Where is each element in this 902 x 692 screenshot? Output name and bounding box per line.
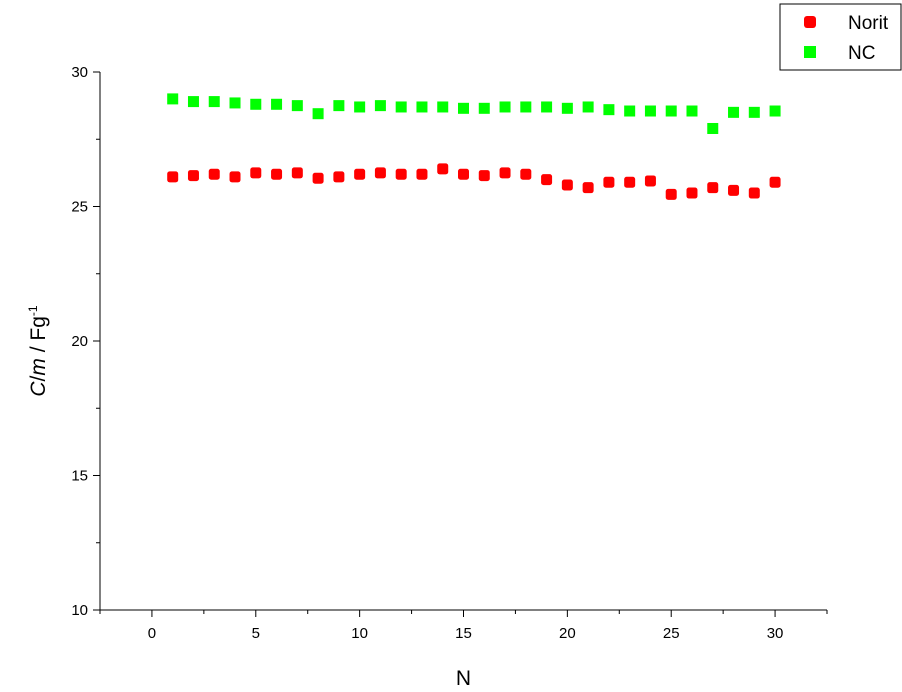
y-tick-label: 25 xyxy=(71,199,88,216)
legend-items: Norit NC xyxy=(804,13,889,64)
data-point-nc xyxy=(748,106,760,118)
data-point-nc xyxy=(644,105,656,117)
legend-marker-nc xyxy=(804,46,816,58)
x-tick-label: 15 xyxy=(455,625,472,642)
y-title-separator: / xyxy=(27,341,50,359)
x-tick-label: 20 xyxy=(559,625,576,642)
data-point-norit xyxy=(624,176,636,188)
series-nc xyxy=(167,93,781,134)
data-point-norit xyxy=(748,187,760,199)
legend-box xyxy=(779,3,902,71)
x-tick-label: 25 xyxy=(663,625,680,642)
data-point-nc xyxy=(769,105,781,117)
axes: 0 5 10 15 20 25 30 10 15 20 25 30 xyxy=(71,64,828,642)
x-tick-label: 0 xyxy=(148,625,156,642)
data-point-norit xyxy=(644,175,656,187)
data-point-norit xyxy=(541,174,553,186)
data-point-norit xyxy=(478,170,490,182)
data-point-nc xyxy=(271,98,283,110)
data-point-norit xyxy=(769,176,781,188)
data-point-norit xyxy=(728,184,740,196)
data-point-norit xyxy=(582,182,594,194)
data-point-norit xyxy=(416,168,428,180)
x-tick-label: 30 xyxy=(767,625,784,642)
y-title-unit: Fg xyxy=(27,316,50,341)
data-point-nc xyxy=(582,101,594,113)
legend-label-nc: NC xyxy=(848,43,875,64)
data-point-nc xyxy=(437,101,449,113)
x-ticks: 0 5 10 15 20 25 30 xyxy=(99,610,828,642)
data-point-nc xyxy=(229,97,241,109)
data-point-nc xyxy=(312,108,324,120)
data-point-nc xyxy=(416,101,428,113)
x-tick-label: 5 xyxy=(252,625,260,642)
data-point-norit xyxy=(458,168,469,180)
y-tick-label: 10 xyxy=(71,602,88,619)
data-point-norit xyxy=(208,168,220,180)
x-tick-label: 10 xyxy=(351,625,368,642)
data-point-nc xyxy=(395,101,407,113)
data-point-norit xyxy=(187,170,199,182)
data-point-norit xyxy=(250,167,262,179)
y-title-slash: / xyxy=(27,375,50,381)
legend-label-norit: Norit xyxy=(848,13,889,34)
data-point-nc xyxy=(707,122,719,134)
y-tick-label: 20 xyxy=(71,333,88,350)
data-point-nc xyxy=(374,100,386,112)
data-point-nc xyxy=(458,102,469,114)
data-point-nc xyxy=(665,105,677,117)
data-point-norit xyxy=(167,171,179,183)
y-ticks: 10 15 20 25 30 xyxy=(71,64,100,619)
data-point-norit xyxy=(271,168,283,180)
data-point-norit xyxy=(395,168,407,180)
data-point-nc xyxy=(208,96,220,108)
data-series xyxy=(167,93,781,200)
data-point-norit xyxy=(437,163,449,175)
data-point-nc xyxy=(603,104,615,116)
data-point-norit xyxy=(354,168,366,180)
data-point-norit xyxy=(520,168,532,180)
y-title-m: m xyxy=(27,358,50,376)
data-point-nc xyxy=(686,105,698,117)
data-point-nc xyxy=(541,101,553,113)
y-tick-label: 15 xyxy=(71,468,88,485)
data-point-nc xyxy=(333,100,345,112)
data-point-norit xyxy=(561,179,573,191)
data-point-norit xyxy=(291,167,303,179)
data-point-norit xyxy=(686,187,698,199)
y-title-c: C xyxy=(27,381,50,397)
x-axis-title: N xyxy=(456,667,471,690)
data-point-nc xyxy=(478,102,490,114)
data-point-norit xyxy=(374,167,386,179)
data-point-nc xyxy=(520,101,532,113)
data-point-norit xyxy=(665,188,677,200)
data-point-nc xyxy=(499,101,511,113)
legend-marker-norit xyxy=(804,16,816,28)
series-norit xyxy=(167,163,781,200)
data-point-nc xyxy=(624,105,636,117)
data-point-nc xyxy=(187,96,199,108)
y-title-exponent: -1 xyxy=(26,305,40,316)
data-point-norit xyxy=(229,171,241,183)
data-point-norit xyxy=(312,172,324,184)
data-point-nc xyxy=(291,100,303,112)
y-axis-title: C/m / Fg-1 xyxy=(26,305,50,397)
data-point-norit xyxy=(333,171,345,183)
data-point-norit xyxy=(499,167,511,179)
data-point-nc xyxy=(561,102,573,114)
data-point-nc xyxy=(354,101,366,113)
data-point-nc xyxy=(250,98,262,110)
y-tick-label: 30 xyxy=(71,64,88,81)
data-point-norit xyxy=(603,176,615,188)
legend: Norit NC xyxy=(779,3,902,71)
data-point-norit xyxy=(707,182,719,194)
data-point-nc xyxy=(167,93,179,105)
data-point-nc xyxy=(728,106,740,118)
